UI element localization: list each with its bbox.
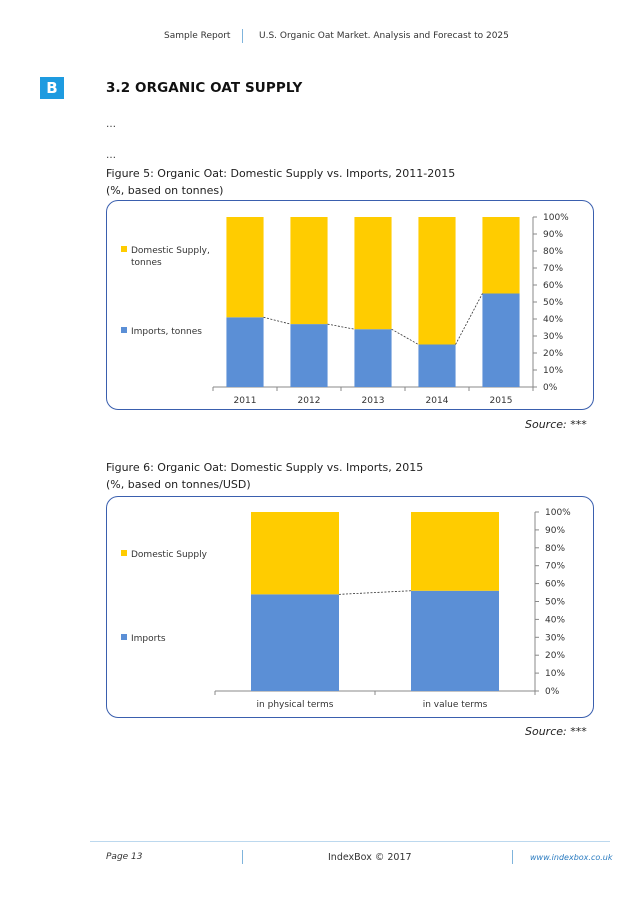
- y-tick-label: 90%: [543, 230, 563, 240]
- y-tick-label: 30%: [543, 332, 563, 342]
- footer-website-link[interactable]: www.indexbox.co.uk: [530, 853, 613, 862]
- footer-rule: [90, 841, 610, 842]
- y-tick-label: 70%: [545, 562, 565, 572]
- y-tick-label: 20%: [543, 349, 563, 359]
- x-tick-label: 2013: [362, 396, 385, 406]
- y-tick-label: 50%: [543, 298, 563, 308]
- y-tick-label: 40%: [545, 615, 565, 625]
- bar-imports: [411, 590, 499, 691]
- bar-domestic-supply: [354, 217, 392, 330]
- series-connector-line: [263, 316, 291, 325]
- figure-5-caption: Figure 5: Organic Oat: Domestic Supply v…: [106, 167, 456, 180]
- bar-domestic-supply: [418, 217, 456, 345]
- footer-divider: [242, 850, 243, 864]
- y-tick-label: 60%: [545, 580, 565, 590]
- legend-label: Imports: [131, 634, 166, 644]
- figure-6-svg: 0% 10% 20% 30% 40% 50% 60% 70% 80% 90% 100% in phys…: [121, 508, 571, 710]
- footer-copyright: IndexBox © 2017: [328, 852, 412, 863]
- ellipsis-text: …: [106, 119, 116, 130]
- x-tick-label: 2014: [426, 396, 449, 406]
- bar-imports: [226, 317, 264, 387]
- figure-5-svg: 0% 10% 20% 30% 40% 50% 60% 70% 80% 90% 100% 2011 201…: [121, 213, 569, 406]
- bar-domestic-supply: [290, 217, 328, 325]
- legend-label: Domestic Supply,: [131, 246, 210, 256]
- y-tick-label: 70%: [543, 264, 563, 274]
- bar-domestic-supply: [251, 512, 339, 595]
- legend-label: Imports, tonnes: [131, 327, 202, 337]
- figure-5-chart: 0% 10% 20% 30% 40% 50% 60% 70% 80% 90% 100% 2011 201…: [106, 200, 594, 410]
- ellipsis-text: …: [106, 150, 116, 161]
- y-tick-label: 10%: [545, 669, 565, 679]
- x-tick-label: in value terms: [423, 700, 488, 710]
- y-tick-label: 80%: [543, 247, 563, 257]
- figure-6-source: Source: ***: [525, 725, 587, 738]
- legend-swatch: [121, 550, 127, 556]
- y-tick-label: 0%: [543, 383, 558, 393]
- bar-domestic-supply: [226, 217, 264, 318]
- legend-label: tonnes: [131, 258, 162, 268]
- legend-swatch: [121, 327, 127, 333]
- y-tick-label: 0%: [545, 687, 560, 697]
- y-tick-label: 20%: [545, 651, 565, 661]
- series-connector-line: [338, 590, 412, 595]
- legend-label: Domestic Supply: [131, 550, 208, 560]
- series-connector-line: [391, 328, 419, 345]
- series-connector-line: [455, 293, 483, 345]
- bar-domestic-supply: [482, 217, 520, 294]
- y-tick-label: 10%: [543, 366, 563, 376]
- legend-swatch: [121, 246, 127, 252]
- bar-imports: [482, 293, 520, 387]
- x-tick-label: in physical terms: [257, 700, 334, 710]
- x-tick-label: 2012: [298, 396, 321, 406]
- series-connector-line: [327, 323, 355, 330]
- bar-imports: [251, 594, 339, 691]
- bar-imports: [290, 324, 328, 387]
- y-tick-label: 30%: [545, 633, 565, 643]
- legend-swatch: [121, 634, 127, 640]
- header-sample-report: Sample Report: [164, 31, 231, 41]
- y-tick-label: 100%: [545, 508, 571, 518]
- bar-imports: [418, 344, 456, 387]
- y-tick-label: 60%: [543, 281, 563, 291]
- indexbox-logo: B: [40, 77, 64, 99]
- section-title: 3.2 ORGANIC OAT SUPPLY: [106, 80, 303, 96]
- bar-domestic-supply: [411, 512, 499, 591]
- header-report-title: U.S. Organic Oat Market. Analysis and Fo…: [259, 31, 509, 41]
- figure-6-caption: Figure 6: Organic Oat: Domestic Supply v…: [106, 461, 424, 474]
- y-tick-label: 50%: [545, 598, 565, 608]
- figure-5-subcaption: (%, based on tonnes): [106, 184, 224, 197]
- y-tick-label: 100%: [543, 213, 569, 223]
- figure-6-subcaption: (%, based on tonnes/USD): [106, 478, 251, 491]
- x-tick-label: 2011: [234, 396, 257, 406]
- figure-6-chart: 0% 10% 20% 30% 40% 50% 60% 70% 80% 90% 100% in phys…: [106, 496, 594, 718]
- footer-divider: [512, 850, 513, 864]
- y-tick-label: 40%: [543, 315, 563, 325]
- figure-5-source: Source: ***: [525, 418, 587, 431]
- y-tick-label: 80%: [545, 544, 565, 554]
- header-divider: [242, 29, 243, 43]
- footer-page-number: Page 13: [106, 852, 143, 862]
- bar-imports: [354, 329, 392, 387]
- x-tick-label: 2015: [490, 396, 513, 406]
- y-tick-label: 90%: [545, 526, 565, 536]
